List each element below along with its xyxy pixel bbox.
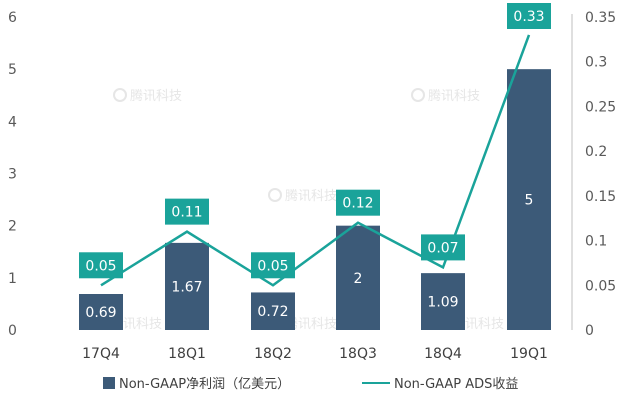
bar [165, 242, 209, 330]
bar-value-label: 0.72 [257, 304, 288, 320]
bar [507, 69, 551, 331]
line-value-callout: 0.07 [421, 234, 465, 261]
bar-series [79, 69, 551, 331]
left-tick-label: 3 [8, 167, 17, 183]
callout-box [421, 234, 465, 261]
bar-value-label: 2 [354, 271, 363, 287]
bar-value-label: 0.69 [85, 305, 116, 321]
bar [336, 225, 380, 330]
bar [79, 294, 123, 330]
left-tick-label: 4 [8, 114, 17, 130]
line-labels: 0.05 0.11 0.05 0.12 0.07 0.33 [79, 3, 551, 279]
legend-line-label: Non-GAAP ADS收益 [394, 377, 518, 392]
watermark-icon [268, 188, 282, 202]
bar-value-label: 5 [525, 193, 534, 209]
line-value-label: 0.12 [342, 196, 373, 212]
line-value-label: 0.33 [513, 9, 544, 25]
category-labels: 17Q4 18Q1 18Q2 18Q3 18Q4 19Q1 [82, 346, 548, 362]
line-value-callout: 0.33 [507, 3, 551, 29]
right-tick-label: 0.3 [585, 55, 607, 71]
line-value-callout: 0.05 [251, 252, 295, 279]
bar [251, 292, 295, 330]
line-path [100, 34, 531, 287]
watermark-text: 腾讯科技 [285, 316, 337, 332]
right-tick-label: 0.35 [585, 10, 616, 26]
legend-bar-label: Non-GAAP净利润（亿美元） [119, 377, 290, 392]
line-value-label: 0.05 [85, 258, 116, 274]
left-tick-label: 6 [8, 10, 17, 26]
right-tick-label: 0.1 [585, 234, 607, 250]
bar-value-label: 1.67 [171, 279, 202, 295]
line-value-label: 0.05 [257, 258, 288, 274]
watermark-icon [411, 88, 425, 102]
category-label: 19Q1 [510, 346, 548, 362]
right-tick-label: 0.05 [585, 278, 616, 294]
legend-bar-swatch [103, 377, 115, 389]
right-axis-ticks: 0 0.05 0.1 0.15 0.2 0.25 0.3 0.35 [585, 10, 616, 339]
category-label: 18Q1 [168, 346, 206, 362]
callout-box [336, 189, 380, 216]
bar-value-label: 1.09 [427, 295, 458, 311]
watermark-text: 腾讯科技 [130, 88, 182, 104]
line-value-callout: 0.05 [79, 252, 123, 279]
callout-box [251, 252, 295, 279]
left-axis-ticks: 0 1 2 3 4 5 6 [8, 10, 17, 339]
right-tick-label: 0.15 [585, 189, 616, 205]
watermark-text: 腾讯科技 [452, 316, 504, 332]
category-label: 18Q3 [339, 346, 377, 362]
watermark-text: 腾讯科技 [428, 88, 480, 104]
line-value-label: 0.11 [171, 205, 202, 221]
right-tick-label: 0.2 [585, 144, 607, 160]
right-tick-label: 0 [585, 323, 594, 339]
left-tick-label: 1 [8, 271, 17, 287]
watermark-text: 腾讯科技 [110, 316, 162, 332]
line-value-callout: 0.11 [165, 198, 209, 225]
callout-box [165, 198, 209, 225]
line-value-callout: 0.12 [336, 189, 380, 216]
bar-labels: 0.69 1.67 0.72 2 1.09 5 [85, 193, 533, 321]
callout-box [79, 252, 123, 279]
line-value-label: 0.07 [427, 240, 458, 256]
bar [421, 273, 465, 330]
legend: Non-GAAP净利润（亿美元） Non-GAAP ADS收益 [103, 377, 518, 392]
left-tick-label: 2 [8, 219, 17, 235]
left-tick-label: 0 [8, 323, 17, 339]
watermark-icon [113, 88, 127, 102]
watermark-text: 腾讯科技 [285, 188, 337, 204]
right-tick-label: 0.25 [585, 99, 616, 115]
line-series [100, 34, 531, 287]
category-label: 18Q4 [424, 346, 462, 362]
category-label: 17Q4 [82, 346, 120, 362]
callout-box [507, 3, 551, 29]
category-label: 18Q2 [254, 346, 292, 362]
left-tick-label: 5 [8, 62, 17, 78]
